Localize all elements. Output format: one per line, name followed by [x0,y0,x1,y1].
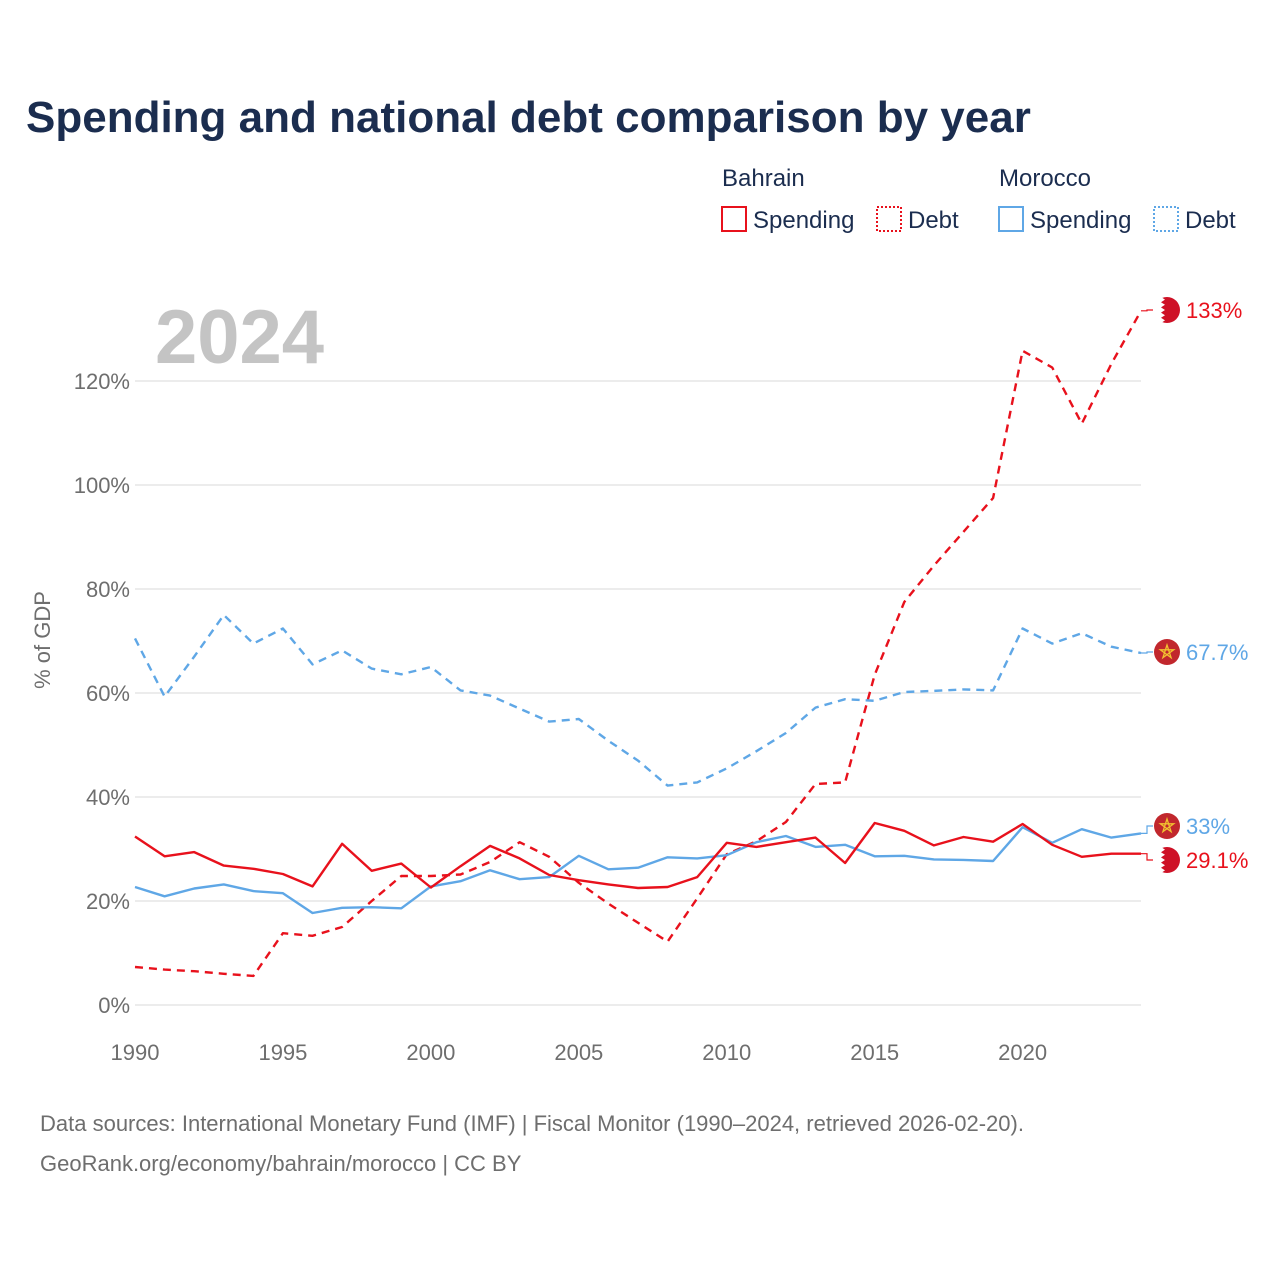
bahrain-flag-icon [1154,297,1180,323]
source-line-2: GeoRank.org/economy/bahrain/morocco | CC… [40,1151,522,1176]
x-axis-ticks: 1990 1995 2000 2005 2010 2015 2020 [111,1040,1048,1065]
morocco-flag-icon [1154,813,1180,839]
y-tick-label-120: 120% [74,369,130,394]
bahrain-flag-serration [1154,847,1165,873]
morocco-flag-icon [1154,639,1180,665]
x-tick-label-2005: 2005 [554,1040,603,1065]
x-tick-label-1990: 1990 [111,1040,160,1065]
end-label-group-morocco-debt: 67.7% [1141,639,1248,665]
end-label-group-bahrain-spending: 29.1% [1141,847,1248,873]
end-label-bahrain-debt: 133% [1186,298,1242,323]
x-tick-label-2015: 2015 [850,1040,899,1065]
y-tick-label-100: 100% [74,473,130,498]
bahrain-flag-serration [1154,297,1165,323]
series-line-bahrain-debt [134,310,1143,978]
legend-label-morocco-debt: Debt [1185,207,1236,234]
legend-label-bahrain-debt: Debt [908,207,959,234]
end-labels: 133% 67.7% 33% 29.1% [1141,297,1248,873]
y-axis-ticks: 0% 20% 40% 60% 80% 100% 120% [74,369,130,1018]
legend-swatch-bahrain-debt [876,206,902,232]
end-label-bahrain-spending: 29.1% [1186,848,1248,873]
end-connector-morocco-spending [1141,825,1153,835]
legend-swatch-morocco-spending [998,206,1024,232]
x-tick-label-2000: 2000 [406,1040,455,1065]
series-lines [133,310,1143,978]
legend: Bahrain Spending Debt Morocco Spending D… [721,165,1236,234]
x-tick-label-1995: 1995 [258,1040,307,1065]
end-connector-morocco-debt [1141,651,1153,654]
series-line-morocco-spending [134,826,1142,915]
bahrain-flag-icon [1154,847,1180,873]
end-connector-bahrain-spending [1141,853,1153,861]
legend-label-bahrain-spending: Spending [753,207,854,234]
year-watermark: 2024 [155,295,324,380]
end-connector-bahrain-debt [1141,309,1153,312]
series-line-morocco-debt [133,613,1142,787]
y-tick-label-0: 0% [98,993,130,1018]
end-label-group-morocco-spending: 33% [1141,813,1230,839]
end-label-morocco-spending: 33% [1186,814,1230,839]
legend-group-morocco: Morocco [999,165,1091,192]
chart-title: Spending and national debt comparison by… [26,93,1031,142]
x-tick-label-2020: 2020 [998,1040,1047,1065]
y-tick-label-80: 80% [86,577,130,602]
y-tick-label-60: 60% [86,681,130,706]
x-tick-label-2010: 2010 [702,1040,751,1065]
legend-label-morocco-spending: Spending [1030,207,1131,234]
y-tick-label-20: 20% [86,889,130,914]
end-label-morocco-debt: 67.7% [1186,640,1248,665]
morocco-flag-field [1154,813,1180,839]
y-tick-label-40: 40% [86,785,130,810]
morocco-flag-field [1154,639,1180,665]
legend-swatch-bahrain-spending [721,206,747,232]
legend-swatch-morocco-debt [1153,206,1179,232]
y-axis-title: % of GDP [30,591,55,689]
legend-group-bahrain: Bahrain [722,165,805,192]
morocco-flag-star [1158,642,1176,660]
end-label-group-bahrain-debt: 133% [1141,297,1242,323]
source-line-1: Data sources: International Monetary Fun… [40,1111,1024,1136]
gridlines [135,380,1141,1006]
series-line-bahrain-spending [134,821,1141,890]
morocco-flag-star [1158,816,1176,834]
